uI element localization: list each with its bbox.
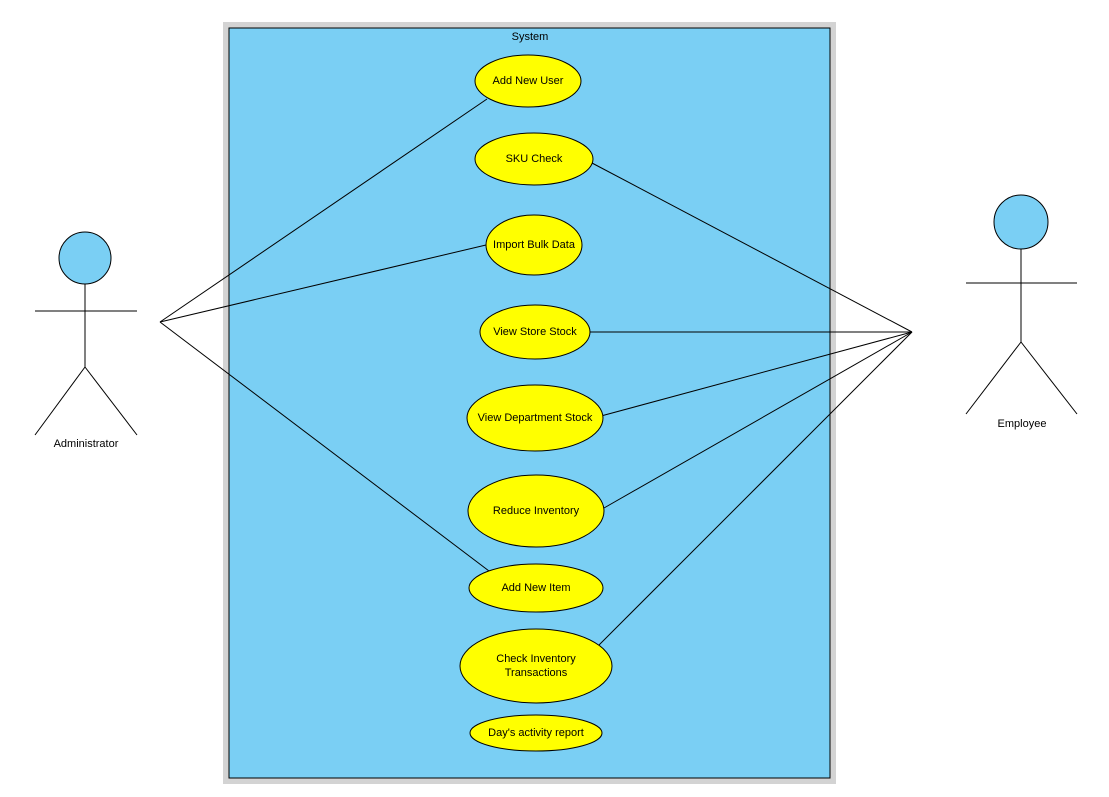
use-case-shape: [474, 132, 594, 186]
use-case-shape: [469, 714, 603, 752]
stick-figure-icon: [34, 231, 138, 436]
use-case-shape: [467, 474, 605, 548]
use-case-reduce-inventory[interactable]: Reduce Inventory: [467, 474, 605, 548]
use-case-label: Reduce Inventory: [493, 505, 580, 517]
use-case-label: SKU Check: [506, 153, 563, 165]
association-administrator-add-new-item[interactable]: [159, 321, 490, 572]
association-employee-view-department-stock[interactable]: [600, 331, 913, 417]
use-case-add-new-user[interactable]: Add New User: [474, 54, 582, 108]
use-case-view-store-stock[interactable]: View Store Stock: [479, 304, 591, 360]
use-case-shape: [466, 384, 604, 452]
association-employee-reduce-inventory[interactable]: [603, 331, 913, 509]
actor-administrator[interactable]: Administrator: [34, 231, 138, 450]
use-case-shape: [474, 54, 582, 108]
use-case-check-inventory-transactions[interactable]: Check Inventory Transactions: [459, 628, 613, 704]
use-case-shape: [479, 304, 591, 360]
association-employee-sku-check[interactable]: [591, 162, 913, 333]
use-case-label: View Store Stock: [493, 326, 577, 338]
use-case-shape: [485, 214, 583, 276]
association-administrator-import-bulk-data[interactable]: [159, 244, 487, 323]
stick-figure-icon: [965, 194, 1078, 415]
use-case-label: Check Inventory: [496, 653, 576, 665]
use-case-import-bulk-data[interactable]: Import Bulk Data: [485, 214, 583, 276]
actor-label: Administrator: [54, 438, 119, 450]
use-case-shape: [459, 628, 613, 704]
use-case-add-new-item[interactable]: Add New Item: [468, 563, 604, 613]
use-case-shape: [468, 563, 604, 613]
use-case-label: Add New Item: [501, 582, 570, 594]
use-case-label: View Department Stock: [478, 412, 593, 424]
actor-employee[interactable]: Employee: [965, 194, 1078, 430]
actor-label: Employee: [998, 418, 1047, 430]
use-case-sku-check[interactable]: SKU Check: [474, 132, 594, 186]
use-case-view-department-stock[interactable]: View Department Stock: [466, 384, 604, 452]
system-title: System: [512, 31, 549, 43]
use-case-days-activity-report[interactable]: Day's activity report: [469, 714, 603, 752]
association-lines: [159, 98, 913, 646]
use-case-label: Transactions: [505, 667, 568, 679]
use-cases: Add New User SKU Check Import Bulk Data Vie…: [459, 54, 613, 752]
use-case-label: Day's activity report: [488, 727, 584, 739]
association-administrator-add-new-user[interactable]: [159, 98, 488, 323]
association-employee-check-inventory-transactions[interactable]: [598, 331, 913, 646]
use-case-label: Import Bulk Data: [493, 239, 576, 251]
use-case-label: Add New User: [493, 75, 564, 87]
